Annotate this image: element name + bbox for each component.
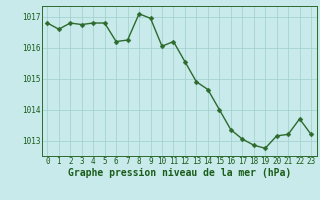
X-axis label: Graphe pression niveau de la mer (hPa): Graphe pression niveau de la mer (hPa) <box>68 168 291 178</box>
